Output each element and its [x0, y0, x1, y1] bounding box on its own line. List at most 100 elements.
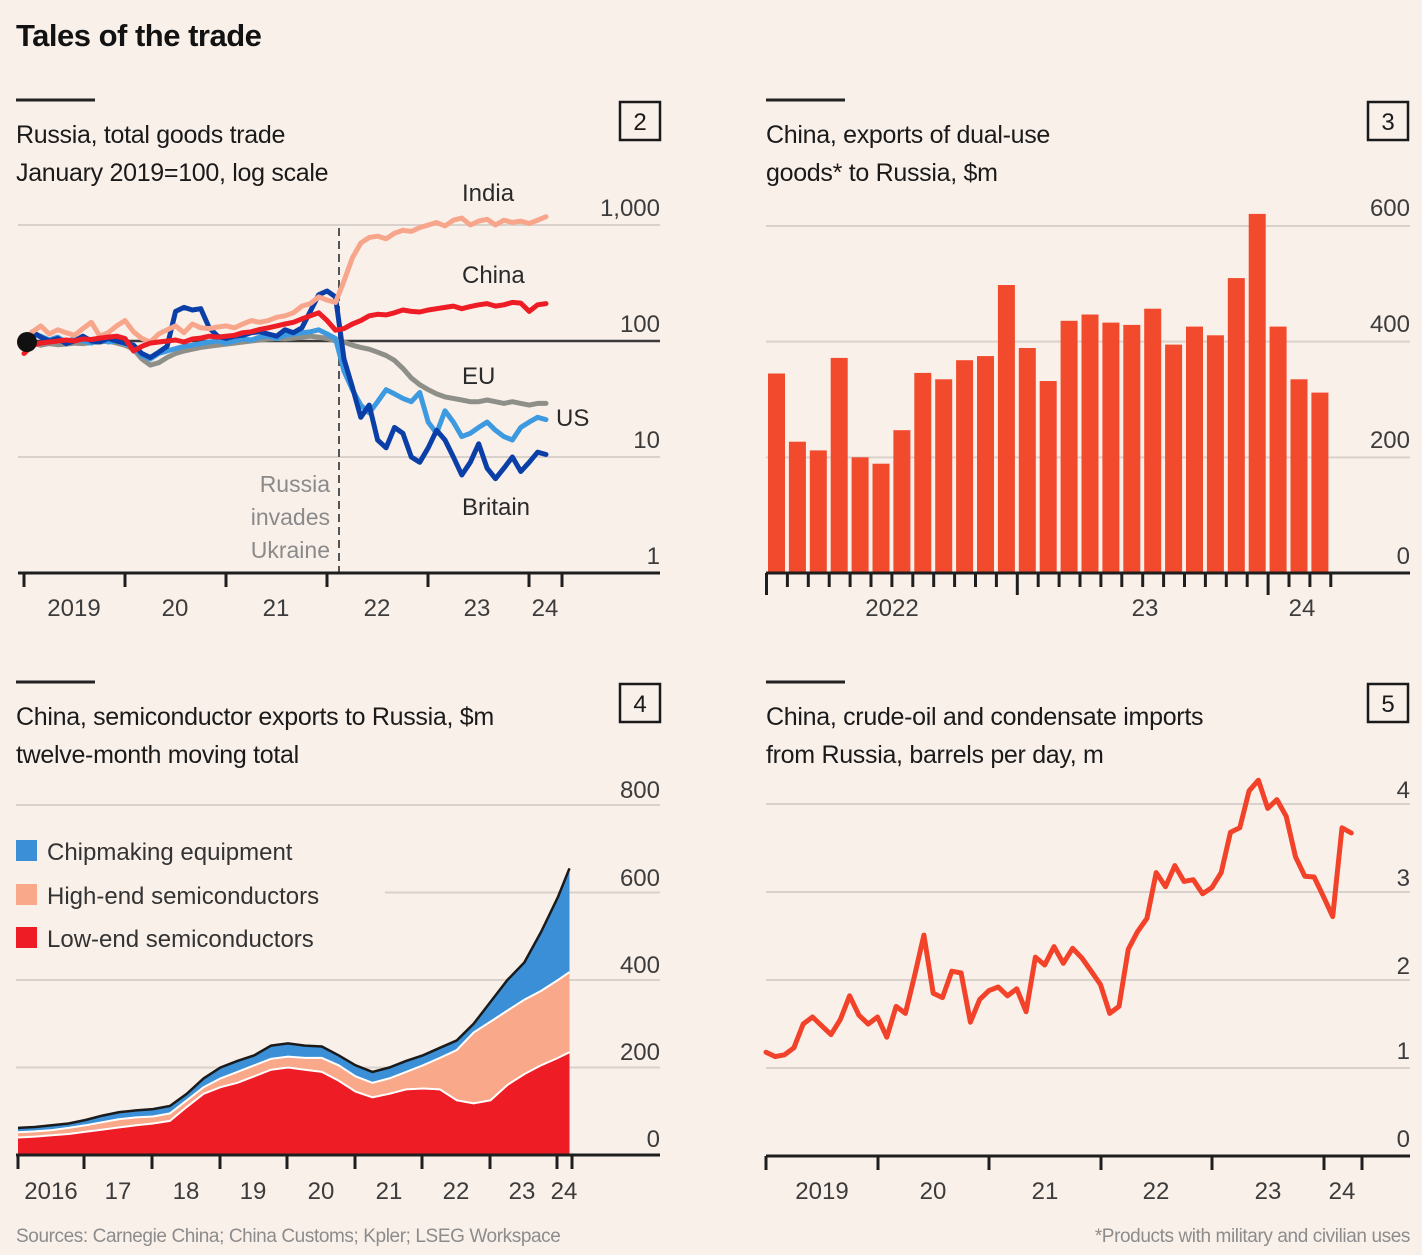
x-tick-label: 20: [162, 595, 189, 622]
y-tick-label: 200: [1370, 427, 1410, 454]
bar: [1248, 213, 1266, 573]
panel-number-box: [618, 100, 662, 142]
page-title: Tales of the trade: [16, 18, 262, 53]
chart-title: China, crude-oil and condensate imports: [766, 703, 1203, 731]
total-line: [17, 867, 571, 1130]
bar: [1102, 322, 1120, 573]
chart-subtitle: twelve-month moving total: [16, 741, 299, 769]
x-tick-label: 2022: [865, 595, 918, 622]
legend-swatch-low-end: [16, 927, 37, 948]
x-tick-label: 20: [308, 1178, 335, 1205]
x-tick-label: 22: [443, 1178, 470, 1205]
y-tick-label: 1: [647, 543, 660, 570]
footnote: *Products with military and civilian use…: [1095, 1226, 1410, 1247]
series-line-india: [21, 214, 549, 345]
y-tick-label: 400: [1370, 311, 1410, 338]
chart-title: China, semiconductor exports to Russia, …: [16, 703, 494, 731]
y-tick-label: 0: [1397, 1126, 1410, 1153]
sources-note: Sources: Carnegie China; China Customs; …: [16, 1226, 560, 1247]
bar: [768, 373, 785, 573]
y-tick-label: 4: [1397, 777, 1410, 804]
legend-swatch-high-end: [16, 884, 37, 905]
x-tick-label: 24: [532, 595, 559, 622]
bar: [914, 372, 932, 573]
bar: [1227, 278, 1245, 573]
bar: [788, 441, 806, 573]
area-low-end-semiconductors: [18, 1052, 570, 1155]
annotation-line: Russia: [260, 471, 331, 497]
bar: [1290, 379, 1308, 573]
bar: [1060, 320, 1078, 573]
annotation-line: invades: [251, 504, 330, 530]
y-tick-label: 0: [1397, 543, 1410, 570]
x-tick-label: 24: [551, 1178, 578, 1205]
bar: [1018, 348, 1036, 573]
x-tick-label: 23: [1255, 1178, 1282, 1205]
x-tick-label: 21: [263, 595, 290, 622]
x-tick-label: 2019: [47, 595, 100, 622]
x-tick-label: 21: [1032, 1178, 1059, 1205]
bar: [830, 357, 848, 573]
gridlines: [766, 803, 1410, 1069]
x-ticks: [764, 1156, 1364, 1170]
series-line-britain: [21, 288, 549, 482]
y-tick-label: 0: [647, 1126, 660, 1153]
chart-title: China, exports of dual-use: [766, 121, 1050, 149]
bar: [1081, 314, 1099, 573]
x-ticks: [16, 1155, 574, 1169]
panel-russia-goods-trade: Russia, total goods trade January 2019=1…: [16, 98, 662, 622]
chart-subtitle: from Russia, barrels per day, m: [766, 741, 1104, 769]
series-label-us: US: [556, 405, 589, 432]
bar: [997, 285, 1015, 573]
series-label-china: China: [462, 262, 525, 289]
panel-number: 3: [1381, 109, 1394, 136]
x-tick-label: 24: [1329, 1178, 1356, 1205]
series-label-india: India: [462, 180, 515, 207]
layer-separator: [17, 1051, 570, 1139]
x-tick-label: 21: [376, 1178, 403, 1205]
panel-dual-use-exports: China, exports of dual-use goods* to Rus…: [765, 98, 1410, 622]
panel-number: 4: [633, 691, 646, 718]
bar: [1144, 308, 1162, 573]
bar: [977, 356, 994, 573]
y-tick-label: 100: [620, 311, 660, 338]
x-tick-label: 23: [1132, 595, 1159, 622]
bar: [1269, 326, 1287, 573]
series-label-eu: EU: [462, 363, 495, 390]
bars: [768, 213, 1329, 573]
bar: [1186, 326, 1203, 573]
bar: [956, 360, 974, 573]
y-tick-label: 800: [620, 777, 660, 804]
bar: [872, 463, 890, 573]
x-tick-label: 20: [920, 1178, 947, 1205]
chart-subtitle: goods* to Russia, $m: [766, 159, 998, 187]
x-tick-label: 19: [240, 1178, 267, 1205]
legend-label-high-end: High-end semiconductors: [47, 883, 319, 910]
y-tick-label: 400: [620, 952, 660, 979]
y-tick-label: 200: [620, 1039, 660, 1066]
y-tick-label: 2: [1397, 953, 1410, 980]
x-ticks: [22, 573, 564, 587]
base-point-marker: [17, 332, 37, 352]
area-high-end-semiconductors: [18, 972, 570, 1138]
bar: [1123, 324, 1141, 573]
x-tick-label: 24: [1289, 595, 1316, 622]
annotation-line: Ukraine: [251, 537, 330, 563]
legend-label-chipmaking: Chipmaking equipment: [47, 839, 293, 866]
chart-title: Russia, total goods trade: [16, 121, 285, 149]
legend-swatch-chipmaking: [16, 840, 37, 861]
y-tick-label: 10: [633, 427, 660, 454]
bar: [1206, 335, 1224, 573]
layer-separator: [17, 971, 571, 1134]
bar: [1039, 381, 1057, 573]
legend-label-low-end: Low-end semiconductors: [47, 926, 314, 953]
bar: [935, 379, 953, 573]
chart-subtitle: January 2019=100, log scale: [16, 159, 328, 187]
series-label-britain: Britain: [462, 494, 530, 521]
y-tick-label: 1: [1397, 1038, 1410, 1065]
bar: [809, 450, 827, 573]
panel-number-box: [618, 682, 662, 724]
series-lines: [763, 777, 1354, 1060]
x-tick-label: 22: [364, 595, 391, 622]
